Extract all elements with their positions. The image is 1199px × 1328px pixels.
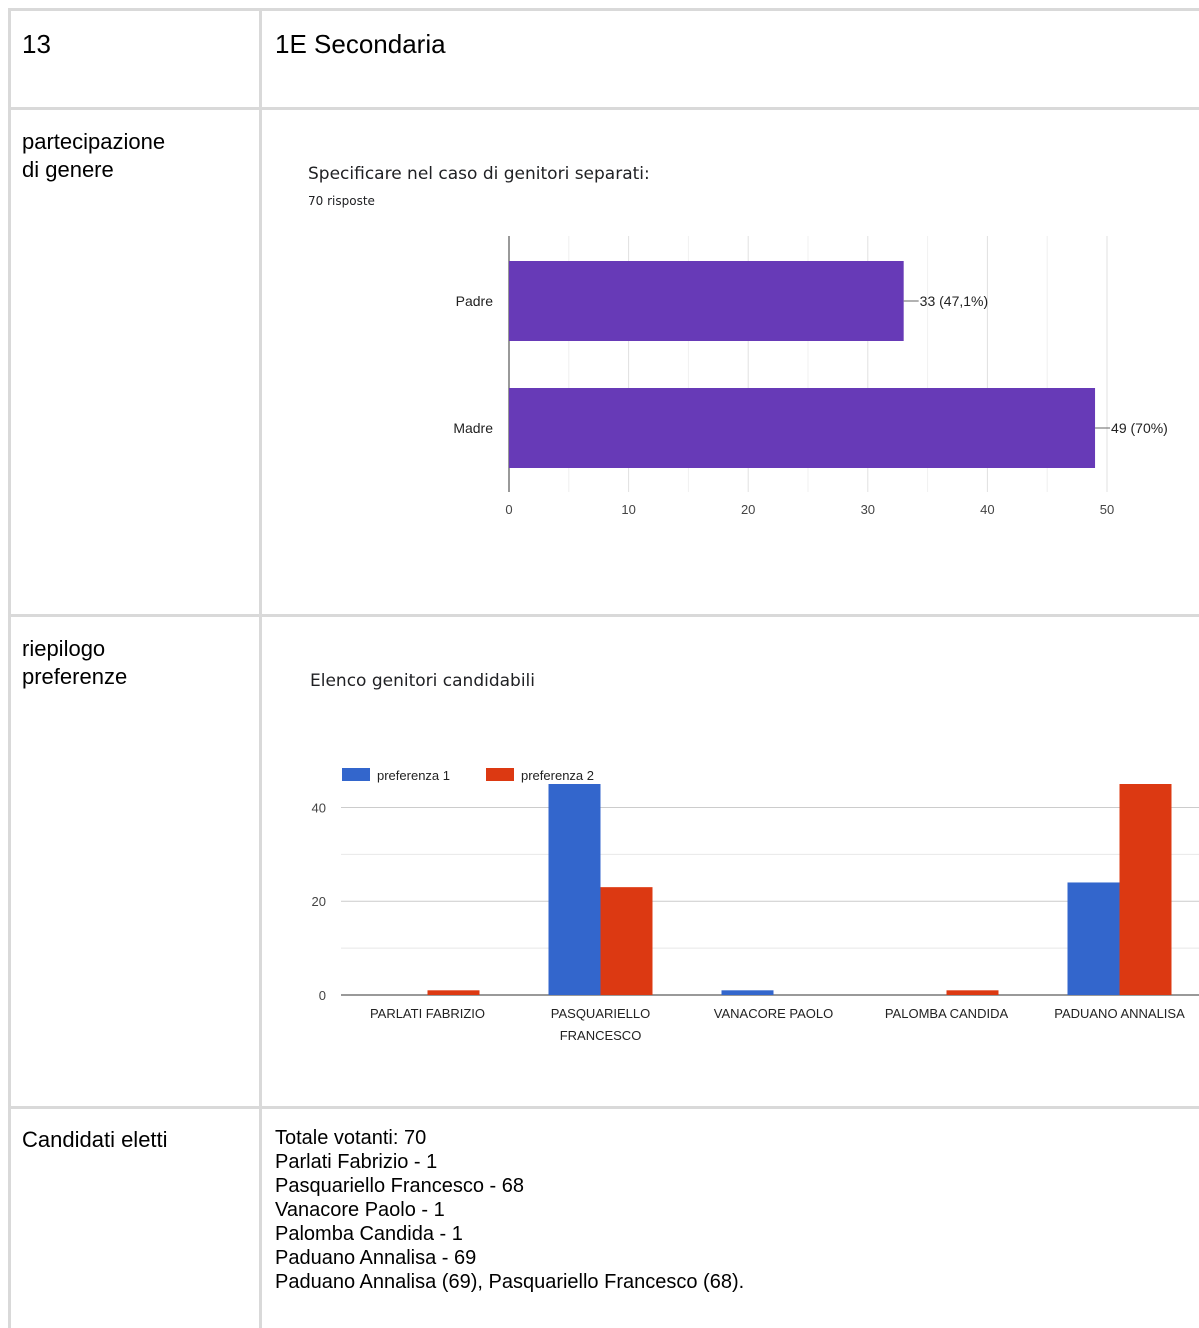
category-label: PASQUARIELLO — [551, 1006, 650, 1021]
tick-label: 20 — [312, 894, 326, 909]
elected-label: Candidati eletti — [22, 1127, 168, 1152]
data-label: 33 (47,1%) — [920, 293, 988, 309]
bar — [509, 261, 904, 341]
tick-label: 20 — [741, 502, 755, 517]
legend-swatch — [486, 768, 514, 781]
gender-participation-chart: Padre 33 (47,1%) Madre 49 (70%) 0 10 20 30 40 50 — [453, 236, 1168, 517]
summary-line: Paduano Annalisa (69), Pasquariello Fran… — [275, 1271, 745, 1293]
summary-line: Paduano Annalisa - 69 — [275, 1247, 477, 1269]
class-name: 1E Secondaria — [275, 29, 446, 59]
bar — [427, 990, 480, 995]
bar — [946, 990, 999, 995]
legend-label: preferenza 1 — [377, 768, 450, 783]
bar — [548, 784, 601, 995]
legend-label: preferenza 2 — [521, 768, 594, 783]
elected-summary: Totale votanti: 70 Parlati Fabrizio - 1 … — [275, 1126, 744, 1294]
tick-label: 30 — [861, 502, 875, 517]
category-label: Madre — [453, 420, 493, 436]
summary-line: Totale votanti: 70 — [275, 1127, 427, 1149]
row-divider — [8, 1106, 1199, 1109]
tick-label: 0 — [319, 988, 326, 1003]
category-label: Padre — [456, 293, 494, 309]
preferences-label: riepilogo preferenze — [22, 636, 128, 689]
data-label: 49 (70%) — [1111, 420, 1168, 436]
bar — [1067, 882, 1120, 995]
bar — [721, 990, 774, 995]
column-divider — [259, 8, 262, 1328]
chart1-title: Specificare nel caso di genitori separat… — [308, 164, 650, 184]
table-grid — [8, 8, 1199, 1328]
chart2-title: Elenco genitori candidabili — [310, 671, 536, 691]
tick-label: 40 — [980, 502, 994, 517]
category-label: FRANCESCO — [560, 1028, 642, 1043]
tick-label: 0 — [505, 502, 512, 517]
participation-label: partecipazione di genere — [22, 129, 166, 182]
bar — [1119, 784, 1172, 995]
summary-line: Pasquariello Francesco - 68 — [275, 1175, 525, 1197]
bar — [600, 887, 653, 995]
category-label: VANACORE PAOLO — [714, 1006, 833, 1021]
row-divider — [8, 107, 1199, 110]
category-label: PARLATI FABRIZIO — [370, 1006, 485, 1021]
summary-line: Palomba Candida - 1 — [275, 1223, 463, 1245]
summary-line: Vanacore Paolo - 1 — [275, 1199, 445, 1221]
tick-label: 10 — [621, 502, 635, 517]
row-number: 13 — [22, 29, 51, 59]
bar — [509, 388, 1096, 468]
chart1-subtitle: 70 risposte — [308, 194, 375, 208]
category-label: PALOMBA CANDIDA — [885, 1006, 1009, 1021]
preferences-chart: 0 20 40 PARLATI FABRIZIO PASQUARIELLO FRANCES… — [312, 768, 1199, 1043]
category-label: PADUANO ANNALISA — [1054, 1006, 1185, 1021]
legend-swatch — [342, 768, 370, 781]
summary-line: Parlati Fabrizio - 1 — [275, 1151, 438, 1173]
row-divider — [8, 614, 1199, 617]
tick-label: 40 — [312, 800, 326, 815]
tick-label: 50 — [1100, 502, 1114, 517]
